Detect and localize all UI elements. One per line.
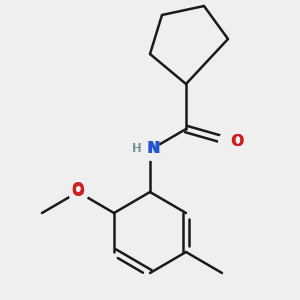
Text: O: O	[71, 184, 85, 200]
Text: H: H	[133, 142, 142, 155]
Text: N: N	[147, 141, 160, 156]
Text: N: N	[147, 141, 159, 156]
Text: O: O	[231, 134, 243, 148]
Text: H: H	[132, 142, 141, 155]
Text: O: O	[72, 182, 84, 196]
Text: O: O	[230, 134, 243, 148]
